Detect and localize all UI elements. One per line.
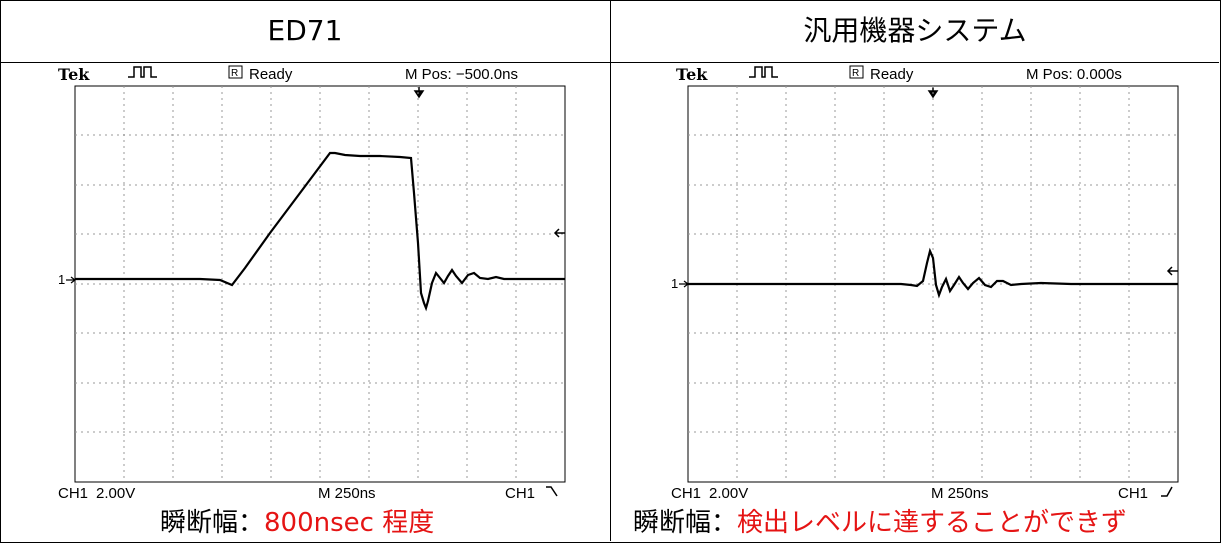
trigger-position-arrow-icon bbox=[413, 87, 425, 99]
caption-key: 瞬断幅： bbox=[160, 508, 265, 538]
waveform-trace bbox=[75, 151, 565, 312]
trigger-mode-icon bbox=[849, 65, 864, 79]
caption-value: 検出レベルに達することができず bbox=[737, 508, 1128, 538]
graticule bbox=[74, 85, 566, 483]
scope-brand: Tek bbox=[676, 65, 708, 84]
waveform-trace bbox=[688, 247, 1178, 299]
ch1-marker-label: 1 bbox=[58, 272, 65, 287]
ch1-scale: 2.00V bbox=[96, 485, 135, 502]
acquisition-icon bbox=[128, 66, 157, 78]
ch1-scale: 2.00V bbox=[709, 485, 748, 502]
trigger-level-arrow-icon bbox=[1166, 266, 1178, 276]
oscilloscope-screen-ed71: Tek R Ready M Pos: −500.0ns 1 bbox=[0, 63, 610, 503]
ch1-channel-label: CH1 bbox=[671, 485, 701, 502]
timebase: M 250ns bbox=[318, 485, 376, 502]
trigger-mode-icon bbox=[228, 65, 243, 79]
column-title-general: 汎用機器システム bbox=[803, 14, 1027, 47]
scope-brand: Tek bbox=[58, 65, 90, 84]
ch1-channel-label: CH1 bbox=[58, 485, 88, 502]
timebase: M 250ns bbox=[931, 485, 989, 502]
acquisition-icon bbox=[749, 66, 778, 78]
scope-status: Ready bbox=[870, 66, 914, 83]
scope-svg: Tek R Ready M Pos: −500.0ns 1 bbox=[58, 65, 566, 502]
ch1-marker-arrow-icon bbox=[679, 280, 689, 288]
scope-mpos: M Pos: −500.0ns bbox=[405, 66, 518, 83]
column-title-ed71: ED71 bbox=[267, 14, 343, 47]
rising-edge-icon bbox=[1161, 486, 1173, 497]
ch1-marker-arrow-icon bbox=[66, 276, 76, 284]
ch1-marker-label: 1 bbox=[671, 276, 678, 291]
caption-general: 瞬断幅：検出レベルに達することができず bbox=[633, 503, 1127, 543]
scope-status: Ready bbox=[249, 66, 293, 83]
column-divider bbox=[610, 0, 611, 541]
caption-ed71: 瞬断幅：800nsec 程度 bbox=[160, 503, 434, 543]
scope-mpos: M Pos: 0.000s bbox=[1026, 66, 1122, 83]
caption-key: 瞬断幅： bbox=[633, 508, 738, 538]
scope-svg: Tek R Ready M Pos: 0.000s 1 CH1 bbox=[671, 65, 1179, 502]
oscilloscope-screen-general: Tek R Ready M Pos: 0.000s 1 CH1 bbox=[611, 63, 1219, 503]
trigger-mode-letter: R bbox=[852, 68, 859, 79]
trigger-source: CH1 bbox=[1118, 485, 1148, 502]
trigger-source: CH1 bbox=[505, 485, 535, 502]
trigger-mode-letter: R bbox=[231, 68, 238, 79]
header-divider bbox=[0, 62, 1219, 63]
caption-value: 800nsec 程度 bbox=[264, 508, 435, 538]
trigger-level-arrow-icon bbox=[553, 228, 565, 238]
falling-edge-icon bbox=[546, 486, 558, 497]
